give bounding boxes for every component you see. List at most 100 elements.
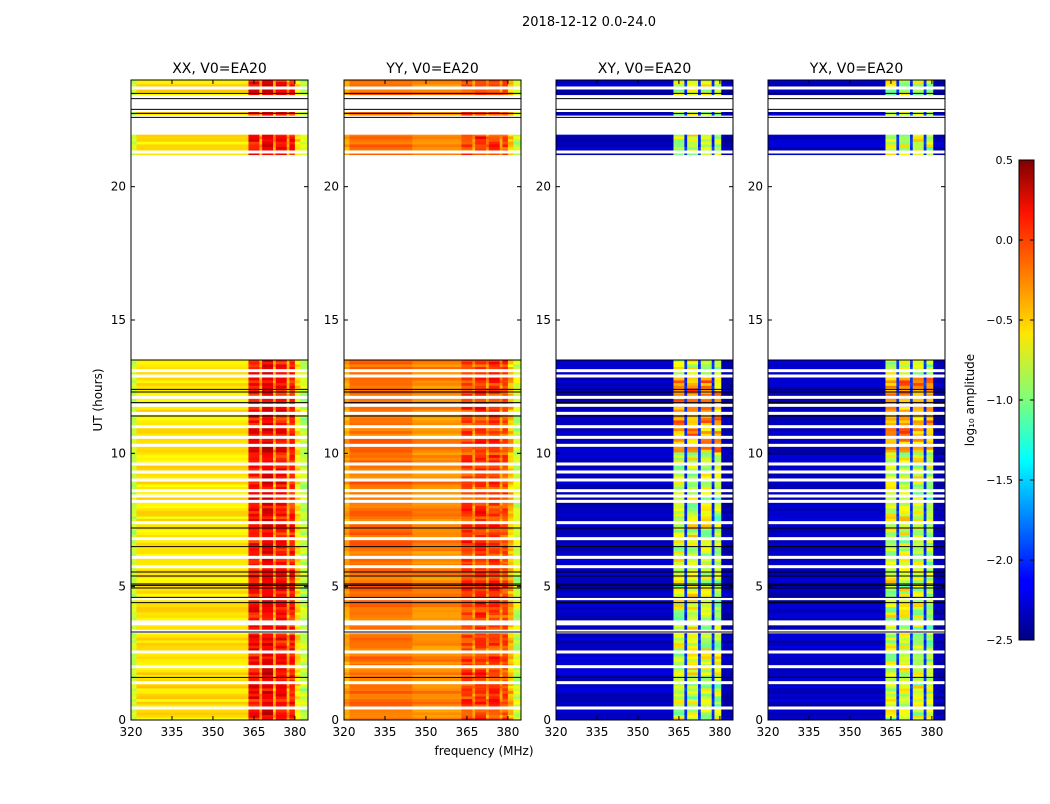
heatmap-cell: [687, 364, 698, 367]
heatmap-cell: [500, 577, 503, 580]
heatmap-cell: [489, 643, 500, 646]
heatmap-cell: [701, 439, 712, 442]
heatmap-cell: [508, 617, 514, 620]
heatmap-cell: [295, 612, 301, 615]
heatmap-cell: [472, 659, 475, 662]
heatmap-cell: [475, 607, 486, 610]
heatmap-cell: [289, 688, 295, 691]
heatmap-cell: [289, 380, 295, 383]
heatmap-cell: [508, 577, 514, 580]
heatmap-cell: [300, 604, 308, 607]
heatmap-cell: [461, 559, 472, 562]
heatmap-cell: [262, 399, 273, 402]
heatmap-cell: [136, 661, 248, 664]
heatmap-cell: [287, 543, 290, 546]
heatmap-cell: [475, 696, 486, 699]
heatmap-cell: [349, 399, 412, 402]
heatmap-cell: [475, 447, 486, 450]
heatmap-cell: [556, 457, 674, 460]
heatmap-cell: [500, 383, 503, 386]
heatmap-cell: [344, 439, 350, 442]
heatmap-cell: [712, 540, 715, 543]
heatmap-cell: [259, 428, 262, 431]
heatmap-cell: [349, 417, 412, 420]
heatmap-cell: [673, 615, 684, 618]
heatmap-cell: [513, 112, 521, 113]
heatmap-cell: [344, 615, 350, 618]
flagged-row: [556, 681, 733, 684]
flagged-row: [344, 537, 521, 540]
heatmap-cell: [489, 688, 500, 691]
heatmap-cell: [684, 484, 687, 487]
heatmap-cell: [136, 455, 248, 458]
heatmap-cell: [276, 431, 287, 434]
heatmap-cell: [461, 612, 472, 615]
heatmap-cell: [502, 516, 508, 519]
heatmap-cell: [486, 543, 489, 546]
heatmap-cell: [502, 604, 508, 607]
heatmap-cell: [684, 81, 687, 84]
heatmap-cell: [687, 465, 698, 468]
heatmap-cell: [508, 452, 514, 455]
heatmap-cell: [684, 617, 687, 620]
heatmap-cell: [673, 516, 684, 519]
heatmap-cell: [344, 457, 350, 460]
heatmap-cell: [673, 607, 684, 610]
heatmap-cell: [262, 380, 273, 383]
heatmap-cell: [698, 637, 701, 640]
heatmap-cell: [412, 672, 462, 675]
heatmap-cell: [486, 135, 489, 137]
heatmap-cell: [508, 407, 514, 410]
heatmap-cell: [344, 508, 350, 511]
heatmap-cell: [486, 511, 489, 514]
heatmap-cell: [721, 591, 733, 594]
heatmap-cell: [472, 508, 475, 511]
flagged-row: [344, 375, 521, 378]
heatmap-cell: [486, 465, 489, 468]
heatmap-cell: [131, 417, 137, 420]
heatmap-cell: [489, 439, 500, 442]
heatmap-cell: [500, 141, 503, 144]
heatmap-cell: [276, 548, 287, 551]
heatmap-cell: [273, 699, 276, 702]
heatmap-cell: [295, 407, 301, 410]
heatmap-cell: [701, 407, 712, 410]
heatmap-cell: [461, 473, 472, 476]
heatmap-cell: [673, 136, 684, 139]
heatmap-cell: [698, 484, 701, 487]
heatmap-cell: [712, 709, 715, 712]
heatmap-cell: [472, 699, 475, 702]
heatmap-cell: [721, 625, 733, 627]
heatmap-cell: [262, 543, 273, 546]
heatmap-cell: [259, 505, 262, 508]
heatmap-cell: [472, 481, 475, 484]
heatmap-cell: [259, 431, 262, 434]
heatmap-cell: [500, 139, 503, 142]
heatmap-cell: [714, 643, 721, 646]
heatmap-cell: [344, 709, 350, 712]
heatmap-cell: [486, 635, 489, 638]
heatmap-cell: [300, 484, 308, 487]
heatmap-cell: [349, 473, 412, 476]
heatmap-cell: [712, 659, 715, 662]
heatmap-cell: [508, 715, 514, 718]
heatmap-cell: [344, 661, 350, 664]
heatmap-cell: [344, 377, 350, 380]
heatmap-cell: [472, 473, 475, 476]
heatmap-cell: [673, 511, 684, 514]
heatmap-cell: [698, 551, 701, 554]
heatmap-cell: [461, 147, 472, 150]
heatmap-cell: [475, 712, 486, 715]
heatmap-cell: [259, 604, 262, 607]
y-tick-label: 10: [324, 446, 339, 460]
heatmap-cell: [489, 696, 500, 699]
heatmap-cell: [300, 447, 308, 450]
heatmap-cell: [412, 399, 462, 402]
heatmap-cell: [475, 617, 486, 620]
heatmap-cell: [687, 532, 698, 535]
heatmap-cell: [687, 505, 698, 508]
heatmap-cell: [721, 529, 733, 532]
heatmap-cell: [673, 524, 684, 527]
heatmap-cell: [472, 612, 475, 615]
heatmap-cell: [461, 656, 472, 659]
